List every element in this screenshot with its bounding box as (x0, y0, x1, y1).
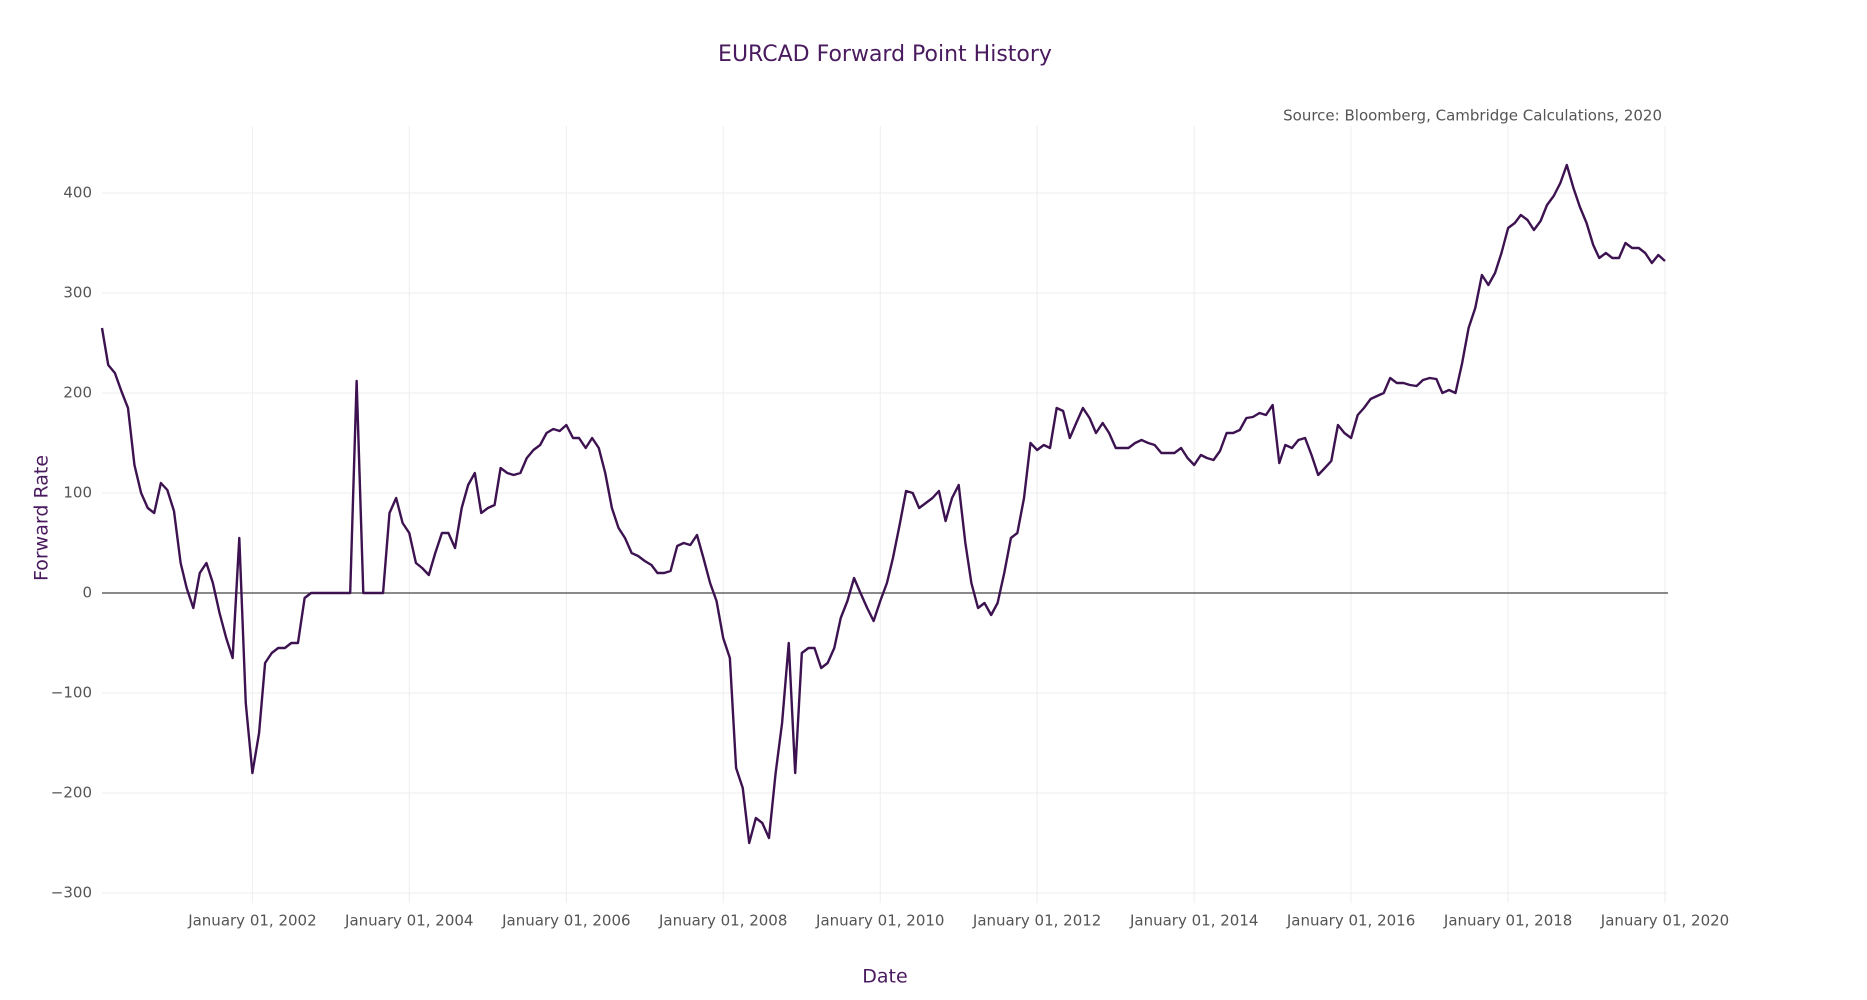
x-tick-label: January 01, 2004 (344, 912, 473, 930)
x-tick-label: January 01, 2020 (1600, 912, 1729, 930)
data-line (100, 163, 1666, 845)
x-axis-title: Date (862, 966, 907, 988)
x-tick-label: January 01, 2014 (1129, 912, 1258, 930)
x-tick-label: January 01, 2002 (187, 912, 316, 930)
x-tick-label: January 01, 2008 (658, 912, 787, 930)
y-axis-title: Forward Rate (31, 455, 53, 581)
x-tick-label: January 01, 2018 (1443, 912, 1572, 930)
y-tick-label: −300 (51, 884, 92, 902)
x-tick-label: January 01, 2006 (501, 912, 630, 930)
y-tick-label: 400 (63, 184, 92, 202)
x-tick-label: January 01, 2010 (815, 912, 944, 930)
chart-title: EURCAD Forward Point History (718, 42, 1052, 67)
x-tick-label: January 01, 2016 (1286, 912, 1415, 930)
y-tick-label: 0 (82, 584, 92, 602)
y-tick-label: −100 (51, 684, 92, 702)
x-tick-label: January 01, 2012 (972, 912, 1101, 930)
y-tick-label: 200 (63, 384, 92, 402)
source-note: Source: Bloomberg, Cambridge Calculation… (1283, 107, 1662, 125)
y-tick-label: 100 (63, 484, 92, 502)
y-tick-label: 300 (63, 284, 92, 302)
y-tick-label: −200 (51, 784, 92, 802)
